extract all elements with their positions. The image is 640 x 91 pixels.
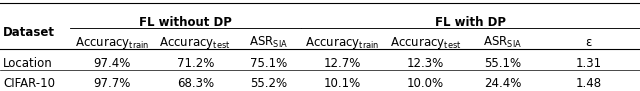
Text: $\mathrm{Accuracy}_{\mathrm{test}}$: $\mathrm{Accuracy}_{\mathrm{test}}$ [390,35,461,51]
Text: 10.1%: 10.1% [324,77,361,90]
Text: Dataset: Dataset [3,26,55,39]
Text: 68.3%: 68.3% [177,77,214,90]
Text: 71.2%: 71.2% [177,57,214,70]
Text: $\mathrm{Accuracy}_{\mathrm{test}}$: $\mathrm{Accuracy}_{\mathrm{test}}$ [159,35,231,51]
Text: Location: Location [3,57,53,70]
Text: $\mathrm{Accuracy}_{\mathrm{train}}$: $\mathrm{Accuracy}_{\mathrm{train}}$ [305,35,380,51]
Text: 55.2%: 55.2% [250,77,287,90]
Text: 12.3%: 12.3% [407,57,444,70]
Text: 75.1%: 75.1% [250,57,287,70]
Text: 12.7%: 12.7% [324,57,361,70]
Text: FL with DP: FL with DP [435,16,506,29]
Text: ε: ε [586,36,592,49]
Text: 97.4%: 97.4% [93,57,131,70]
Text: 97.7%: 97.7% [93,77,131,90]
Text: 10.0%: 10.0% [407,77,444,90]
Text: $\mathrm{Accuracy}_{\mathrm{train}}$: $\mathrm{Accuracy}_{\mathrm{train}}$ [75,35,149,51]
Text: 1.48: 1.48 [576,77,602,90]
Text: CIFAR-10: CIFAR-10 [3,77,55,90]
Text: 24.4%: 24.4% [484,77,521,90]
Text: 1.31: 1.31 [576,57,602,70]
Text: $\mathrm{ASR}_{\mathrm{SIA}}$: $\mathrm{ASR}_{\mathrm{SIA}}$ [483,35,522,50]
Text: FL without DP: FL without DP [139,16,232,29]
Text: $\mathrm{ASR}_{\mathrm{SIA}}$: $\mathrm{ASR}_{\mathrm{SIA}}$ [250,35,288,50]
Text: 55.1%: 55.1% [484,57,521,70]
